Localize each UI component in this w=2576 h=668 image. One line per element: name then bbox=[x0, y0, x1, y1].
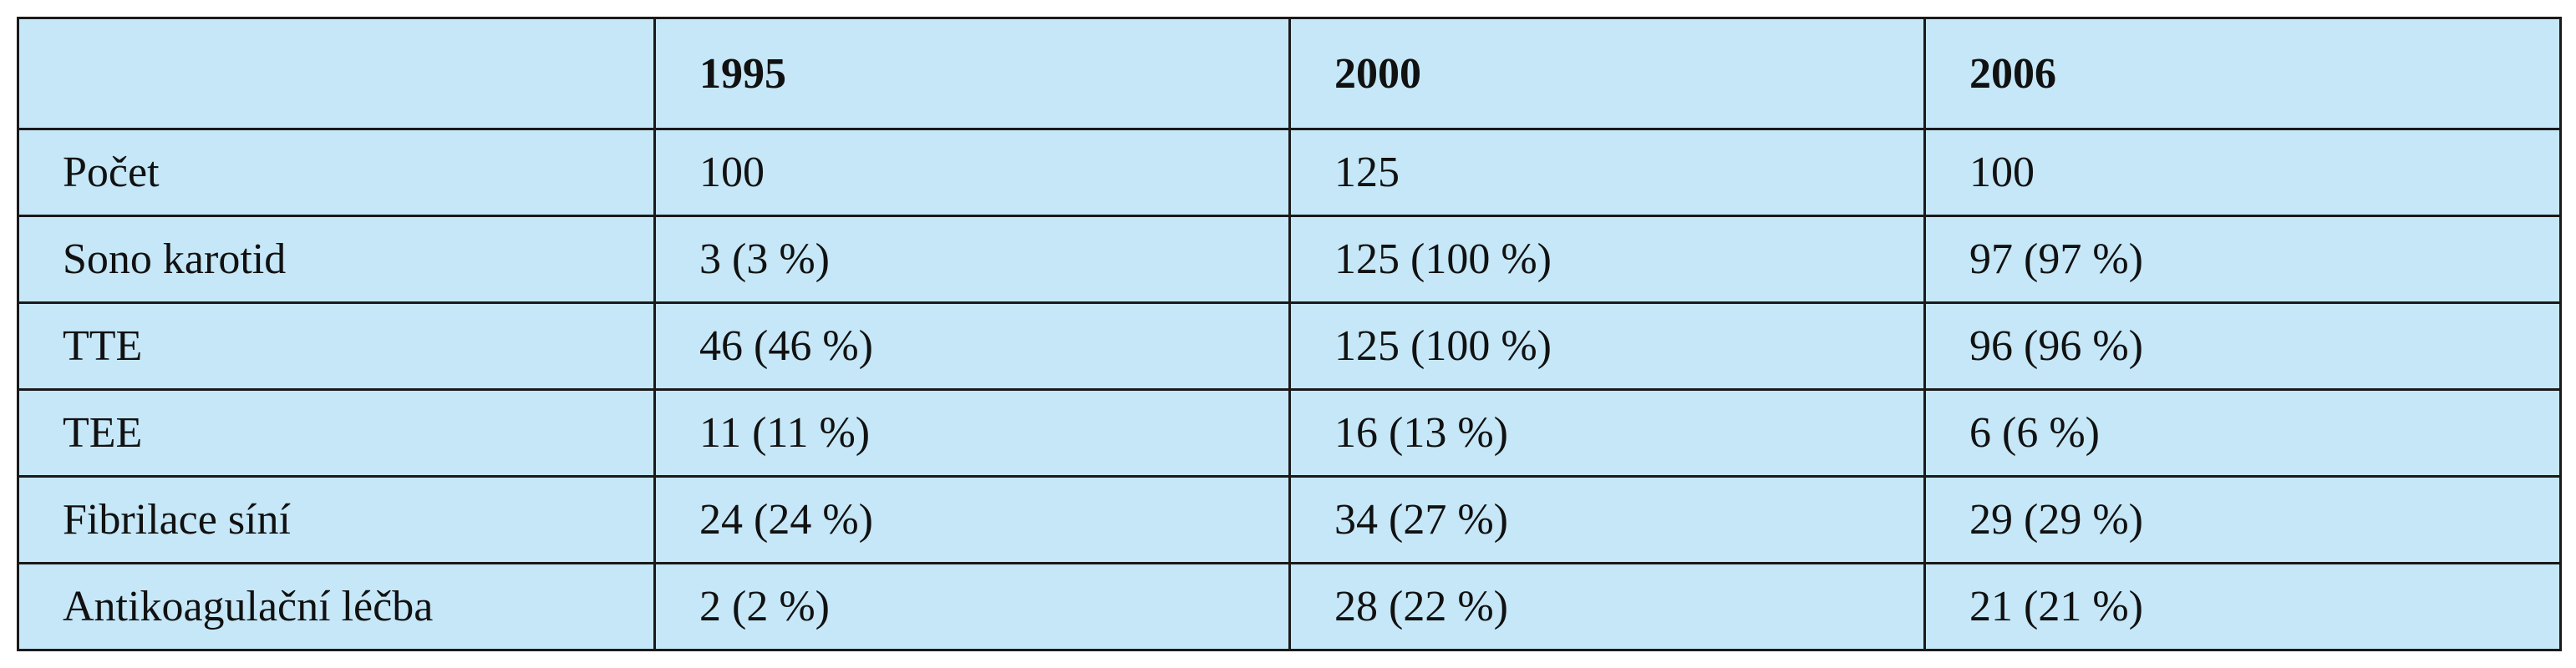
header-cell-2000: 2000 bbox=[1288, 17, 1926, 130]
table-row: TEE 11 (11 %) 16 (13 %) 6 (6 %) bbox=[17, 388, 2562, 478]
table-row: Fibrilace síní 24 (24 %) 34 (27 %) 29 (2… bbox=[17, 475, 2562, 564]
header-cell-empty bbox=[17, 17, 656, 130]
header-row: 1995 2000 2006 bbox=[17, 17, 2562, 130]
table-cell: 96 (96 %) bbox=[1923, 301, 2562, 391]
table-row: Počet 100 125 100 bbox=[17, 128, 2562, 217]
table-cell: 3 (3 %) bbox=[653, 215, 1291, 304]
table-cell: 125 (100 %) bbox=[1288, 301, 1926, 391]
table-cell: 100 bbox=[1923, 128, 2562, 217]
table-cell: 11 (11 %) bbox=[653, 388, 1291, 478]
table-cell: 16 (13 %) bbox=[1288, 388, 1926, 478]
data-table-container: 1995 2000 2006 Počet 100 125 100 Sono ka… bbox=[17, 17, 2562, 651]
table-cell: 46 (46 %) bbox=[653, 301, 1291, 391]
table-row: Sono karotid 3 (3 %) 125 (100 %) 97 (97 … bbox=[17, 215, 2562, 304]
table-cell: 21 (21 %) bbox=[1923, 562, 2562, 651]
row-label: TTE bbox=[17, 301, 656, 391]
row-label: Sono karotid bbox=[17, 215, 656, 304]
table-cell: 28 (22 %) bbox=[1288, 562, 1926, 651]
table-cell: 34 (27 %) bbox=[1288, 475, 1926, 564]
table-cell: 125 (100 %) bbox=[1288, 215, 1926, 304]
table-cell: 125 bbox=[1288, 128, 1926, 217]
header-cell-1995: 1995 bbox=[653, 17, 1291, 130]
row-label: Počet bbox=[17, 128, 656, 217]
header-cell-2006: 2006 bbox=[1923, 17, 2562, 130]
table-cell: 29 (29 %) bbox=[1923, 475, 2562, 564]
table-cell: 24 (24 %) bbox=[653, 475, 1291, 564]
table-row: Antikoagulační léčba 2 (2 %) 28 (22 %) 2… bbox=[17, 562, 2562, 651]
table-cell: 2 (2 %) bbox=[653, 562, 1291, 651]
table-cell: 6 (6 %) bbox=[1923, 388, 2562, 478]
row-label: Antikoagulační léčba bbox=[17, 562, 656, 651]
data-table: 1995 2000 2006 Počet 100 125 100 Sono ka… bbox=[17, 17, 2562, 651]
table-cell: 100 bbox=[653, 128, 1291, 217]
row-label: TEE bbox=[17, 388, 656, 478]
row-label: Fibrilace síní bbox=[17, 475, 656, 564]
table-row: TTE 46 (46 %) 125 (100 %) 96 (96 %) bbox=[17, 301, 2562, 391]
table-cell: 97 (97 %) bbox=[1923, 215, 2562, 304]
